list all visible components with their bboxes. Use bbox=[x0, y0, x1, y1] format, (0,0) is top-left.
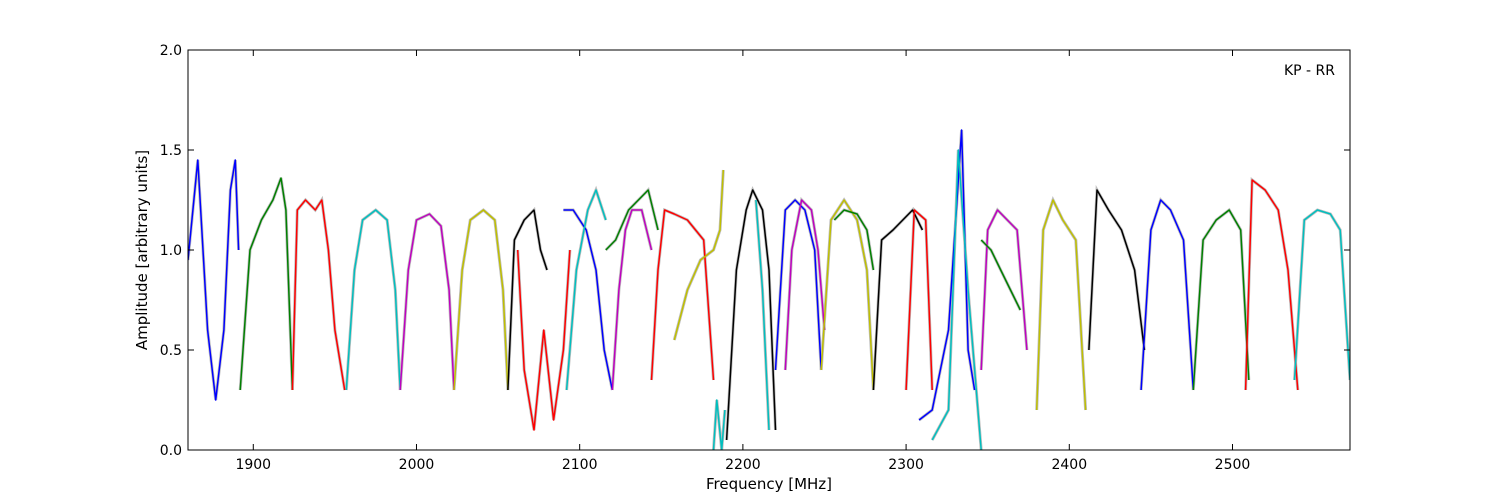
series-line-9 bbox=[563, 209, 614, 391]
background-series-layer bbox=[188, 129, 1350, 450]
series-line-33 bbox=[1293, 209, 1350, 381]
series-line-14 bbox=[673, 169, 725, 341]
y-tick-label: 1.0 bbox=[160, 243, 182, 259]
background-series-line bbox=[452, 208, 510, 391]
y-axis-ticks: 0.0 0.5 1.0 1.5 2.0 bbox=[160, 43, 1350, 459]
x-axis-label: Frequency [MHz] bbox=[706, 475, 832, 493]
series-line-26 bbox=[980, 209, 1028, 371]
series-line-28 bbox=[1035, 199, 1087, 411]
series-line-15 bbox=[712, 399, 726, 450]
series-line-16 bbox=[725, 189, 777, 441]
series-line-10 bbox=[565, 189, 607, 391]
series-line-20 bbox=[820, 199, 875, 391]
background-series-line bbox=[1035, 196, 1088, 411]
series-line-7 bbox=[507, 209, 548, 391]
y-tick-label: 2.0 bbox=[160, 43, 182, 59]
x-tick-label: 2500 bbox=[1215, 457, 1251, 473]
y-tick-label: 0.5 bbox=[160, 343, 182, 359]
background-series-line bbox=[516, 249, 572, 431]
series-line-29 bbox=[1088, 189, 1146, 351]
series-line-4 bbox=[345, 209, 401, 391]
series-line-25 bbox=[931, 149, 982, 450]
series-line-22 bbox=[872, 209, 924, 391]
series-line-31 bbox=[1192, 209, 1250, 391]
background-series-line bbox=[1139, 197, 1195, 391]
background-series-line bbox=[871, 207, 924, 391]
series-line-6 bbox=[453, 209, 509, 391]
series-line-13 bbox=[650, 209, 715, 381]
background-series-line bbox=[650, 207, 715, 381]
series-line-30 bbox=[1140, 199, 1195, 391]
series-line-12 bbox=[611, 209, 653, 391]
series-line-27 bbox=[980, 239, 1021, 311]
x-tick-label: 2000 bbox=[399, 457, 435, 473]
chart-annotation: KP - RR bbox=[1284, 63, 1335, 79]
series-line-2 bbox=[239, 177, 294, 391]
y-tick-label: 1.5 bbox=[160, 143, 182, 159]
y-axis-label: Amplitude [arbitrary units] bbox=[133, 150, 151, 350]
background-series-line bbox=[344, 208, 402, 391]
series-line-1 bbox=[188, 159, 240, 401]
x-tick-label: 2400 bbox=[1051, 457, 1087, 473]
x-tick-label: 2100 bbox=[562, 457, 598, 473]
series-line-17 bbox=[755, 199, 770, 431]
y-tick-label: 0.0 bbox=[160, 443, 182, 459]
background-series-line bbox=[398, 212, 456, 391]
series-line-32 bbox=[1244, 179, 1299, 391]
x-axis-ticks: 1900 2000 2100 2200 2300 2400 2500 bbox=[235, 50, 1250, 473]
x-tick-label: 2200 bbox=[725, 457, 761, 473]
series-line-11 bbox=[605, 189, 659, 251]
background-series-line bbox=[290, 195, 347, 391]
x-tick-label: 1900 bbox=[235, 457, 271, 473]
x-tick-label: 2300 bbox=[888, 457, 924, 473]
series-line-21 bbox=[833, 209, 875, 271]
background-series-line bbox=[833, 208, 875, 271]
background-series-line bbox=[1087, 184, 1146, 351]
series-line-5 bbox=[399, 213, 455, 391]
series-line-8 bbox=[516, 249, 571, 431]
series-line-3 bbox=[291, 199, 346, 391]
series-layer bbox=[188, 129, 1350, 450]
series-line-23 bbox=[905, 209, 933, 391]
background-series-line bbox=[188, 159, 241, 401]
plot-frame bbox=[187, 49, 1351, 451]
series-line-19 bbox=[784, 199, 826, 371]
